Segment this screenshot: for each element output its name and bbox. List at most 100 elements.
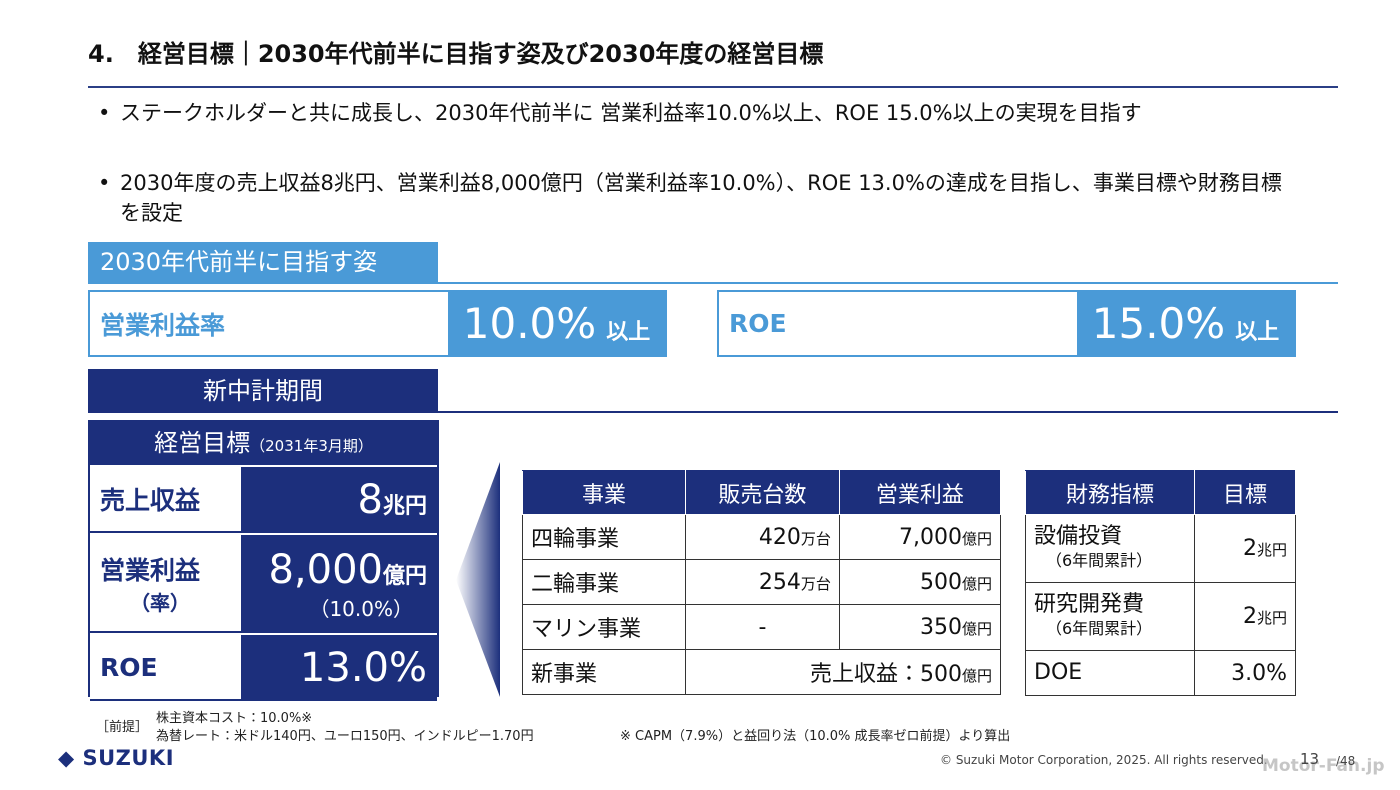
cell-unit: 万台 bbox=[800, 529, 831, 548]
cell-unit: 兆円 bbox=[1256, 609, 1287, 627]
cell: 2兆円 bbox=[1194, 582, 1296, 651]
bullet: 2030年度の売上収益8兆円、営業利益8,000億円（営業利益率10.0%）、R… bbox=[96, 168, 1296, 228]
cell-unit: 億円 bbox=[961, 619, 992, 638]
title: 4. 経営目標｜2030年代前半に目指す姿及び2030年度の経営目標 bbox=[88, 40, 824, 68]
cell: 研究開発費 （6年間累計） bbox=[1025, 582, 1195, 651]
goal-sub: （10.0%） bbox=[309, 596, 413, 621]
goal-row: 売上収益 8兆円 bbox=[90, 465, 437, 533]
cell-unit: 億円 bbox=[961, 667, 992, 685]
footnote-note: ※ CAPM（7.9%）と益回り法（10.0% 成長率ゼロ前提）より算出 bbox=[620, 729, 1011, 744]
chevron-shape bbox=[456, 462, 500, 697]
cell-number: 500 bbox=[919, 569, 962, 595]
cell-number: 2 bbox=[1242, 604, 1257, 629]
cell: 二輪事業 bbox=[522, 559, 686, 605]
row: 四輪事業 420万台 7,000億円 bbox=[522, 514, 1002, 560]
cell-name: DOE bbox=[1034, 660, 1083, 685]
row: 二輪事業 254万台 500億円 bbox=[522, 559, 1002, 605]
bullet: ステークホルダーと共に成長し、2030年代前半に 営業利益率10.0%以上、RO… bbox=[96, 98, 1296, 128]
goal-sublabel: （率） bbox=[130, 590, 190, 615]
cell-note: （6年間累計） bbox=[1046, 550, 1153, 570]
row: マリン事業 - 350億円 bbox=[522, 604, 1002, 650]
cell: 7,000億円 bbox=[838, 514, 1002, 560]
goal-value: 13.0% bbox=[241, 635, 437, 701]
goal-number: 13.0% bbox=[299, 645, 427, 691]
goal-unit: 兆円 bbox=[382, 494, 427, 519]
chevron bbox=[456, 462, 500, 697]
goal-label-text: ROE bbox=[100, 652, 158, 682]
cell-number: 254 bbox=[758, 569, 801, 595]
page-total: /48 bbox=[1336, 754, 1356, 768]
target-suffix: 以上 bbox=[606, 319, 651, 345]
cell-number: 3.0% bbox=[1231, 660, 1287, 686]
goal-value: 8,000億円 （10.0%） bbox=[241, 535, 437, 633]
header-row: 財務指標 目標 bbox=[1025, 470, 1296, 515]
cell: 設備投資 （6年間累計） bbox=[1025, 514, 1195, 583]
target-suffix: 以上 bbox=[1235, 319, 1280, 345]
cell: 420万台 bbox=[685, 514, 840, 560]
goals-period: （2031年3月期） bbox=[250, 437, 373, 455]
finance-table: 財務指標 目標 設備投資 （6年間累計） 2兆円 研究開発費 （6年間累計） 2兆円 DOE 3.… bbox=[1025, 470, 1296, 696]
cell-unit: 億円 bbox=[961, 529, 992, 548]
cell: 売上収益：500億円 bbox=[685, 649, 1001, 695]
cell: 254万台 bbox=[685, 559, 840, 605]
footnote-line: 為替レート：米ドル140円、ユーロ150円、インドルピー1.70円 bbox=[156, 729, 534, 744]
footnote-line: 株主資本コスト：10.0%※ bbox=[156, 711, 313, 726]
section-heading: 新中計期間 bbox=[88, 369, 438, 413]
divider bbox=[88, 86, 1338, 88]
target-number: 10.0% bbox=[462, 299, 597, 348]
cell: マリン事業 bbox=[522, 604, 686, 650]
goal-row: ROE 13.0% bbox=[90, 633, 437, 701]
cell-name: 設備投資 bbox=[1034, 523, 1123, 549]
row: 設備投資 （6年間累計） 2兆円 bbox=[1025, 514, 1296, 583]
cell: 2兆円 bbox=[1194, 514, 1296, 583]
goal-label-text: 営業利益 bbox=[100, 555, 201, 585]
divider bbox=[88, 411, 1338, 413]
goal-number: 8,000 bbox=[268, 546, 383, 593]
goal-main: 8兆円 bbox=[358, 477, 427, 523]
cell: - bbox=[685, 604, 840, 650]
page-number: 13 bbox=[1300, 750, 1320, 768]
logo: ◆ SUZUKI bbox=[58, 746, 174, 770]
goal-label-text: 売上収益 bbox=[100, 486, 201, 515]
cell: DOE bbox=[1025, 650, 1195, 696]
watermark: Motor-Fan.jp bbox=[1262, 756, 1385, 776]
goal-label: 営業利益 （率） bbox=[90, 535, 241, 633]
cell: 3.0% bbox=[1194, 650, 1296, 696]
goal-number: 8 bbox=[357, 477, 383, 523]
target: 営業利益率 10.0% 以上 bbox=[88, 290, 667, 357]
target: ROE 15.0% 以上 bbox=[717, 290, 1296, 357]
header-cell: 目標 bbox=[1194, 470, 1296, 515]
row: 新事業 売上収益：500億円 bbox=[522, 649, 1001, 695]
goal-label: ROE bbox=[90, 635, 241, 701]
divider bbox=[88, 282, 1338, 284]
cell-unit: 万台 bbox=[800, 574, 831, 593]
cell-number: 350 bbox=[919, 614, 962, 640]
goal-main: 8,000億円 bbox=[268, 547, 427, 593]
row: DOE 3.0% bbox=[1025, 650, 1296, 696]
cell: 新事業 bbox=[522, 649, 686, 695]
target-label: 営業利益率 bbox=[100, 310, 226, 340]
logo-text: SUZUKI bbox=[82, 746, 175, 770]
header-cell: 営業利益 bbox=[838, 470, 1002, 515]
cell-number: - bbox=[758, 614, 767, 640]
goals-title: 経営目標 bbox=[154, 429, 251, 457]
cell-number: 売上収益：500 bbox=[809, 662, 962, 687]
goals-panel: 経営目標（2031年3月期） 売上収益 8兆円営業利益 （率） 8,000億円 （10.… bbox=[88, 420, 439, 701]
goal-label: 売上収益 bbox=[90, 467, 241, 533]
cell: 500億円 bbox=[838, 559, 1002, 605]
goal-main: 13.0% bbox=[300, 645, 427, 691]
cell-number: 2 bbox=[1242, 536, 1257, 561]
target-number: 15.0% bbox=[1091, 299, 1226, 348]
goal-value: 8兆円 bbox=[241, 467, 437, 533]
cell: 四輪事業 bbox=[522, 514, 686, 560]
business-table: 事業 販売台数 営業利益 四輪事業 420万台 7,000億円 二輪事業 254万台 500億円… bbox=[522, 470, 1002, 695]
cell-unit: 兆円 bbox=[1256, 541, 1287, 559]
goals-header: 経営目標（2031年3月期） bbox=[90, 422, 437, 465]
footnote-label: ［前提］ bbox=[96, 720, 149, 735]
target-value: 10.0% 以上 bbox=[448, 292, 665, 355]
header-cell: 販売台数 bbox=[685, 470, 840, 515]
cell-note: （6年間累計） bbox=[1046, 618, 1153, 638]
cell-name: 研究開発費 bbox=[1034, 591, 1145, 617]
